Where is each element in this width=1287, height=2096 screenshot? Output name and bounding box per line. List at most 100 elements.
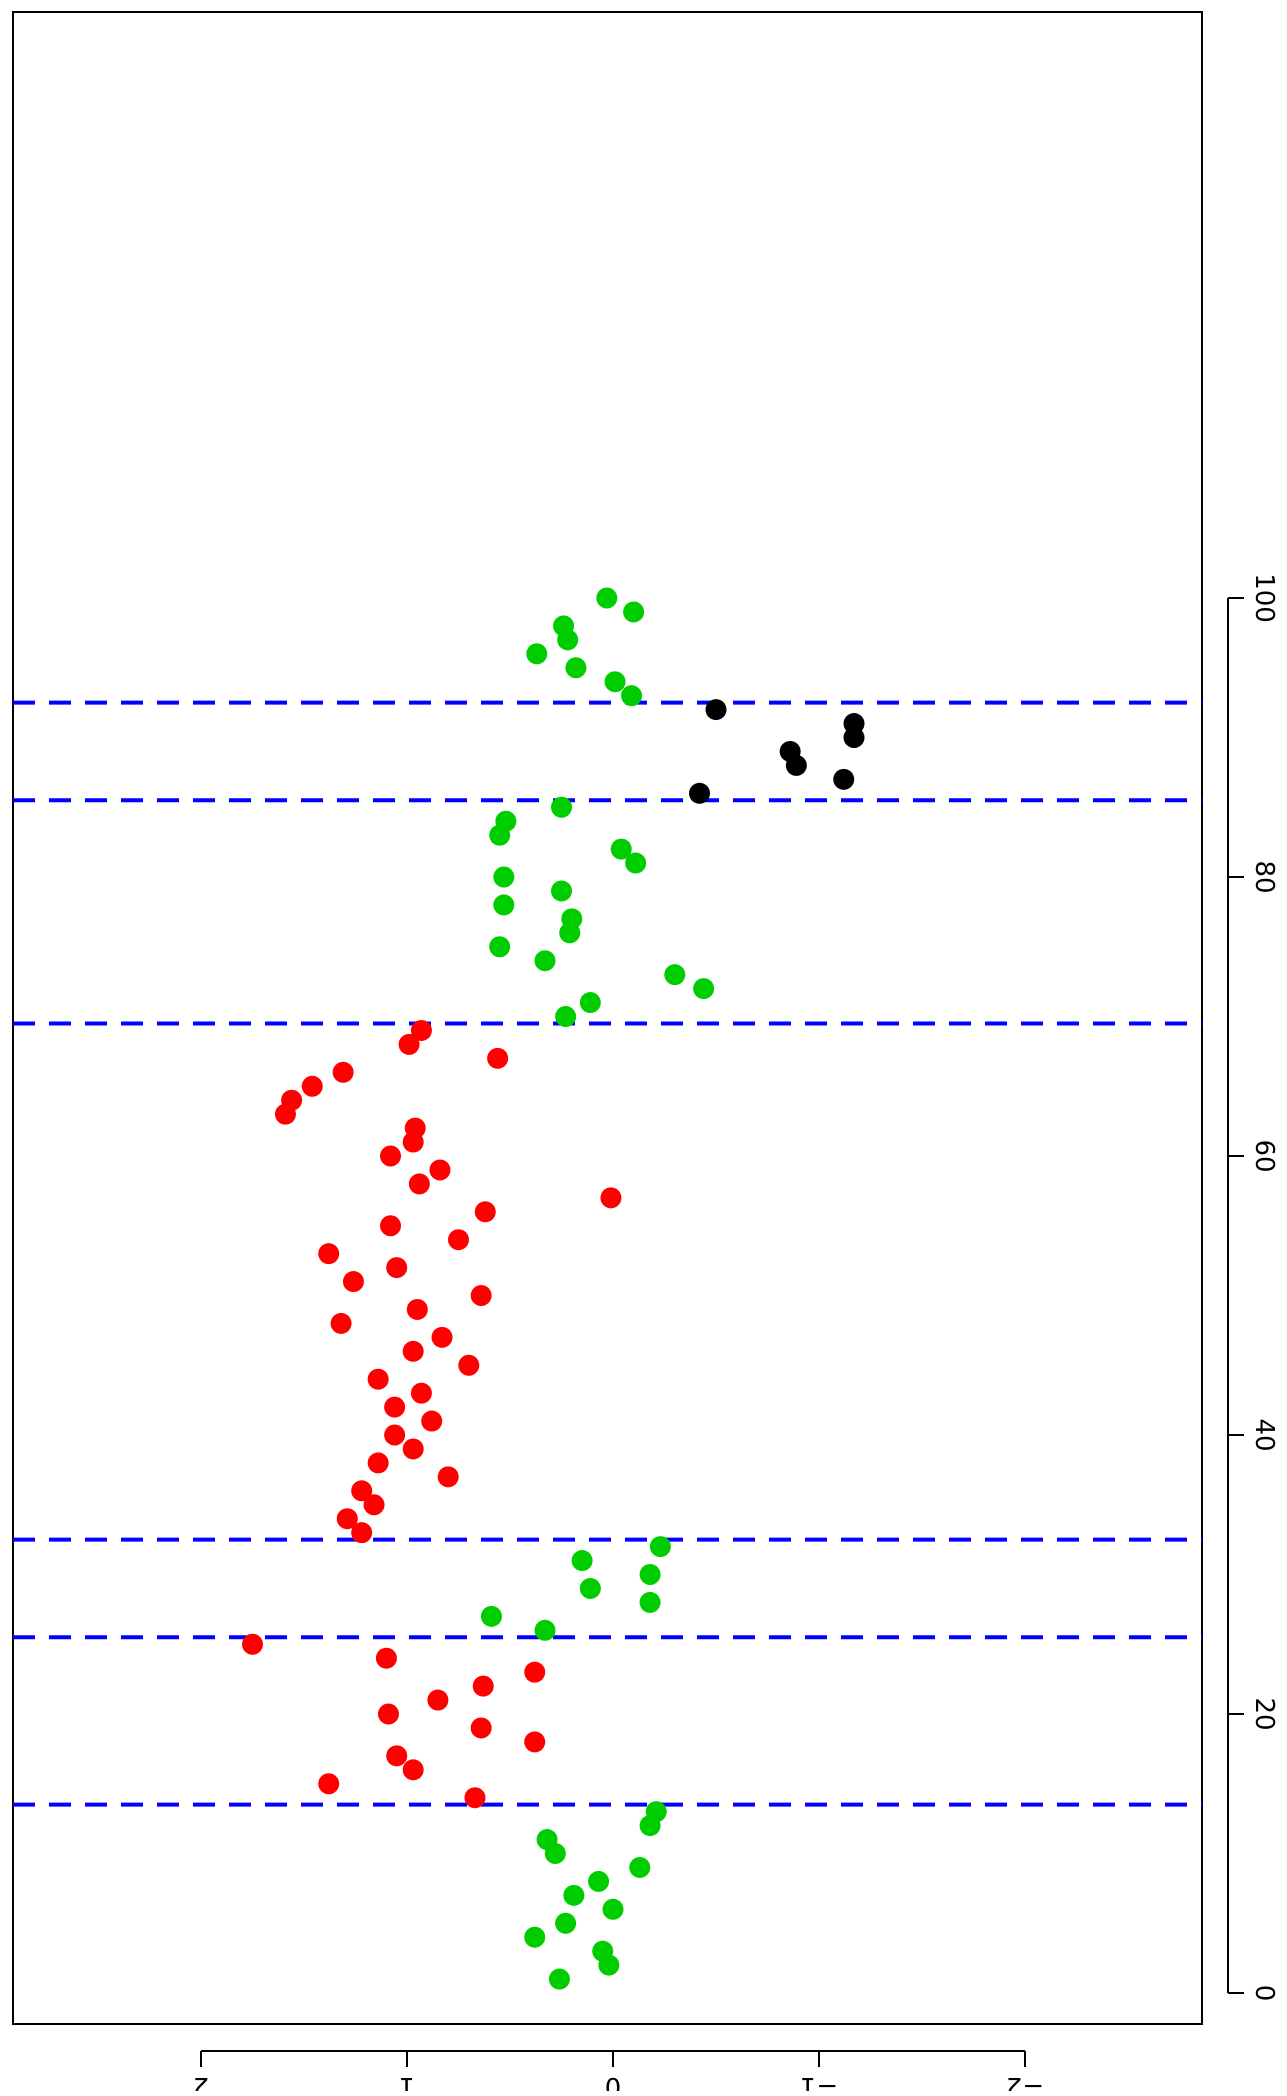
point-red-25 <box>242 1633 263 1655</box>
point-red-65 <box>301 1075 323 1097</box>
point-green-3 <box>592 1940 614 1962</box>
point-green-70 <box>555 1006 577 1027</box>
point-red-42 <box>384 1396 406 1418</box>
y-tick-label-1: −1 <box>800 2071 838 2091</box>
point-black-87 <box>833 768 855 790</box>
point-red-35 <box>363 1494 385 1516</box>
point-black-91 <box>843 713 865 735</box>
point-green-80 <box>493 866 515 888</box>
point-green-29 <box>579 1577 601 1599</box>
point-red-60 <box>380 1145 402 1167</box>
x-tick-label-80: 80 <box>1249 860 1279 893</box>
point-green-9 <box>629 1856 651 1878</box>
point-red-66 <box>332 1061 354 1083</box>
point-red-16 <box>402 1759 424 1781</box>
point-green-78 <box>493 894 515 916</box>
point-red-23 <box>524 1661 546 1683</box>
point-red-34 <box>336 1508 358 1530</box>
point-red-24 <box>375 1647 397 1669</box>
point-green-82 <box>610 838 632 860</box>
point-red-56 <box>474 1201 496 1223</box>
point-red-37 <box>437 1466 459 1488</box>
point-black-86 <box>689 782 711 804</box>
point-green-98 <box>553 615 575 637</box>
point-red-44 <box>367 1368 389 1390</box>
x-tick-label-20: 20 <box>1249 1697 1279 1730</box>
point-green-84 <box>495 810 517 832</box>
point-green-30 <box>639 1564 661 1585</box>
x-tick-label-40: 40 <box>1249 1418 1279 1451</box>
point-green-1 <box>548 1968 570 1990</box>
point-red-39 <box>402 1438 424 1460</box>
y-tick-label-0: −2 <box>1006 2071 1044 2091</box>
point-green-95 <box>565 657 587 679</box>
point-green-27 <box>480 1605 502 1627</box>
y-tick-label-2: 0 <box>605 2071 622 2091</box>
y-axis: −2 −1 0 1 2 <box>193 2050 1044 2096</box>
point-green-79 <box>551 880 572 902</box>
point-black-89 <box>779 740 801 762</box>
x-tick-label-0: 0 <box>1249 1985 1279 2002</box>
point-red-41 <box>421 1410 443 1432</box>
point-red-57 <box>600 1187 622 1209</box>
point-green-32 <box>649 1536 671 1558</box>
point-green-72 <box>693 978 715 1000</box>
point-red-20 <box>377 1703 399 1725</box>
point-red-52 <box>386 1257 408 1279</box>
vlines-layer <box>13 700 1202 1807</box>
x-tick-label-60: 60 <box>1249 1139 1279 1172</box>
point-green-93 <box>621 685 643 707</box>
point-red-54 <box>448 1229 469 1251</box>
point-green-26 <box>534 1619 556 1641</box>
point-black-92 <box>705 699 727 721</box>
point-green-74 <box>534 950 556 972</box>
point-red-68 <box>398 1033 420 1055</box>
point-green-5 <box>555 1912 577 1934</box>
plot-frame <box>12 11 1203 2025</box>
point-green-75 <box>489 936 511 958</box>
point-red-38 <box>367 1452 389 1474</box>
point-red-19 <box>470 1717 492 1739</box>
point-green-77 <box>561 908 583 930</box>
point-green-8 <box>588 1870 610 1892</box>
point-green-99 <box>623 601 645 623</box>
point-green-85 <box>551 796 572 818</box>
point-red-67 <box>487 1047 509 1069</box>
point-green-4 <box>524 1926 546 1948</box>
point-red-22 <box>472 1675 494 1697</box>
point-red-17 <box>386 1745 408 1767</box>
point-red-18 <box>524 1731 546 1753</box>
point-red-33 <box>351 1522 373 1544</box>
point-green-13 <box>645 1801 667 1823</box>
point-red-47 <box>431 1326 453 1348</box>
point-green-73 <box>664 964 686 986</box>
point-red-58 <box>408 1173 430 1195</box>
x-tick-label-100: 100 <box>1249 573 1279 623</box>
point-red-43 <box>410 1382 432 1404</box>
point-red-62 <box>404 1117 426 1139</box>
x-axis: 0 20 40 60 80 100 <box>1227 573 1279 2002</box>
point-red-69 <box>410 1019 432 1041</box>
y-tick-label-3: 1 <box>399 2071 416 2091</box>
point-red-64 <box>281 1089 303 1111</box>
point-red-49 <box>406 1298 428 1320</box>
point-red-50 <box>470 1285 492 1306</box>
point-red-21 <box>427 1689 449 1711</box>
point-green-6 <box>602 1898 624 1920</box>
point-red-40 <box>384 1424 406 1446</box>
y-tick-label-4: 2 <box>193 2071 210 2091</box>
point-green-7 <box>563 1884 585 1906</box>
point-red-55 <box>380 1215 402 1237</box>
point-red-36 <box>351 1480 373 1502</box>
point-red-51 <box>342 1271 364 1293</box>
point-red-15 <box>318 1773 340 1795</box>
point-green-31 <box>571 1550 593 1572</box>
point-green-71 <box>579 992 601 1014</box>
point-red-14 <box>464 1787 486 1809</box>
point-red-53 <box>318 1243 340 1265</box>
point-green-11 <box>536 1829 558 1851</box>
point-green-96 <box>526 643 548 665</box>
point-green-100 <box>596 587 618 609</box>
